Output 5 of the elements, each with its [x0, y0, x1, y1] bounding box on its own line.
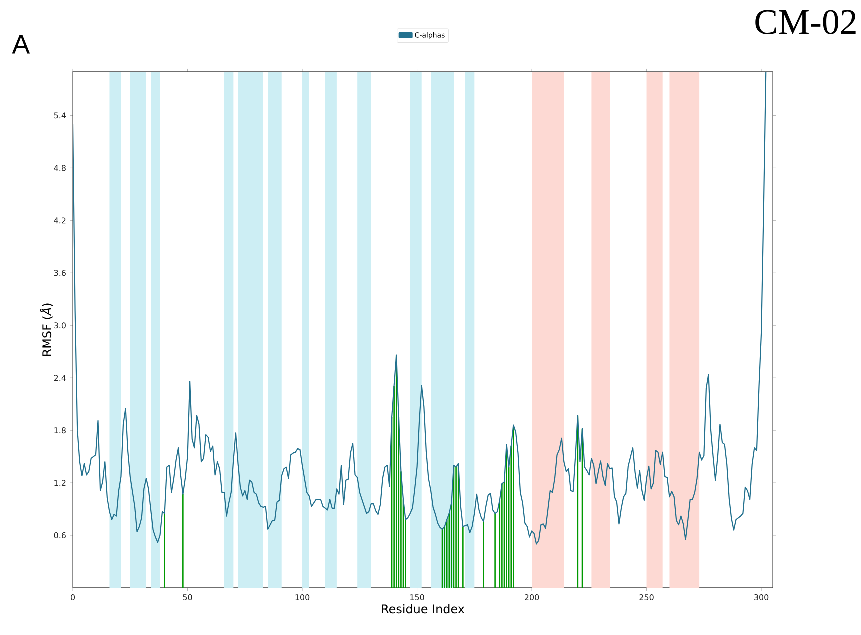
line-series — [73, 72, 767, 545]
text: A — [12, 35, 30, 54]
y-axis-title: RMSF (Å) — [40, 304, 53, 356]
chart-title: CM-02 — [756, 10, 856, 34]
x-axis-title: Residue Index — [382, 604, 465, 614]
